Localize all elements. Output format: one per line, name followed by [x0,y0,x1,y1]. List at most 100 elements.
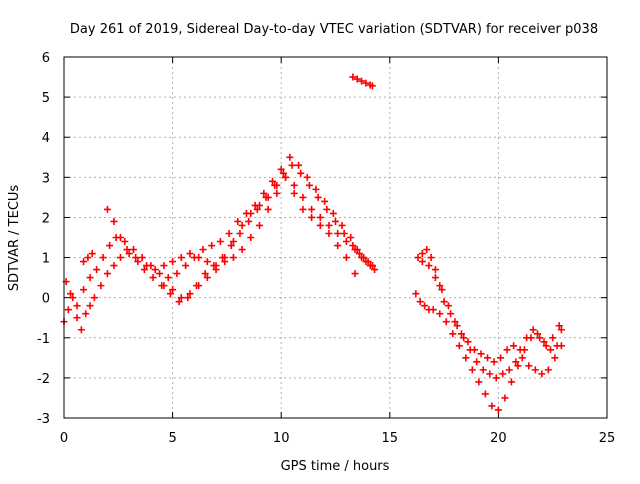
data-point [321,197,329,205]
data-point [457,330,465,338]
data-point [156,270,164,278]
data-point [201,270,209,278]
series-track-1 [60,173,376,334]
data-point [436,282,444,290]
data-point [255,221,263,229]
y-tick-label: 4 [42,131,50,146]
data-point [90,294,98,302]
y-tick-label: 6 [42,51,50,66]
data-point [177,294,185,302]
data-point [245,217,253,225]
data-point [510,342,518,350]
data-point [234,217,242,225]
y-tick-label: 1 [42,252,50,267]
data-point [358,77,366,85]
y-tick-label: -3 [37,412,50,427]
data-point [455,342,463,350]
data-point [501,394,509,402]
data-point [342,254,350,262]
data-point [518,354,526,362]
data-point [164,274,172,282]
data-point [116,234,124,241]
data-point [269,177,277,185]
data-point [481,390,489,398]
data-point [507,378,515,386]
data-point [479,366,487,374]
data-point [305,181,313,189]
data-point [549,334,557,342]
data-point [531,366,539,374]
data-point [77,326,85,334]
data-point [86,274,94,282]
data-point [282,173,290,181]
data-point [273,181,281,189]
data-point [536,334,544,342]
data-point [449,330,457,338]
data-point [314,193,322,201]
data-point [494,406,502,414]
x-tick-label: 15 [382,431,399,446]
data-point [533,330,541,338]
data-point [190,254,198,262]
data-point [418,250,426,258]
data-point [288,161,296,169]
data-point [279,169,287,177]
x-tick-label: 25 [599,431,616,446]
data-point [362,79,370,87]
data-point [368,262,376,270]
data-point [186,290,194,298]
series-track-2 [62,153,379,310]
data-point [88,250,96,258]
data-point [186,250,194,258]
y-axis-label: SDTVAR / TECUs [7,185,22,292]
data-point [225,229,233,237]
data-point [125,250,133,258]
data-point [138,254,146,262]
data-point [295,161,303,169]
data-point [503,346,511,354]
data-point [173,270,181,278]
data-point [551,354,559,362]
series-track-4 [80,173,359,302]
data-point [436,310,444,318]
data-point [84,254,92,262]
data-point [334,229,342,237]
data-point [351,270,359,278]
data-point [497,354,505,362]
data-point [149,274,157,282]
data-point [460,334,468,342]
series-track-8 [418,258,563,366]
data-point [308,205,316,213]
data-point [442,318,450,326]
data-point [475,378,483,386]
axis-ticks: 0 5 10 15 20 25 -3 -2 -1 0 1 2 3 4 5 6 [37,51,615,446]
data-point [340,229,348,237]
data-point [82,310,90,318]
data-point [290,189,298,197]
data-point [273,189,281,197]
data-point [210,262,218,270]
data-point [312,185,320,193]
data-point [525,362,533,370]
data-point [229,254,237,262]
data-point [121,238,129,246]
plot-frame [63,56,608,419]
data-point [290,181,298,189]
data-point [360,254,368,262]
data-point [462,354,470,362]
data-point [238,221,246,229]
data-point [303,173,311,181]
data-point [264,205,272,213]
y-tick-label: -1 [37,332,50,347]
data-point [464,338,472,346]
data-point [486,370,494,378]
data-point [362,258,370,266]
data-point [247,209,255,217]
data-point [505,366,513,374]
data-point [151,266,159,274]
data-point [308,213,316,221]
data-point [80,286,88,294]
data-point [353,246,361,254]
